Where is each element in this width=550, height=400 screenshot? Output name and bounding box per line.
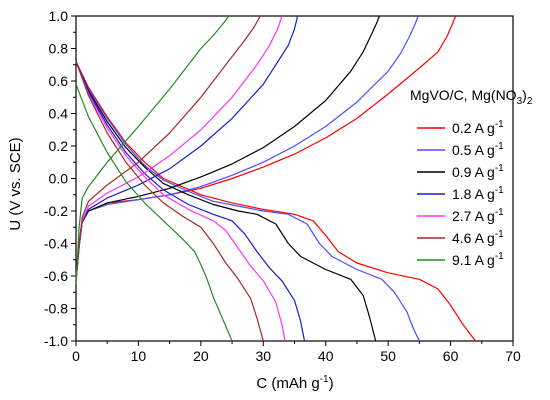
legend-label: 0.5 A g-1 [452,141,504,158]
series-0.5-charge-line [75,15,419,280]
legend-title: MgVO/C, Mg(NO3)2 [410,87,533,107]
y-axis-title: U (V vs. SCE) [7,137,24,230]
x-tick-label: 60 [443,348,459,364]
legend-label: 0.9 A g-1 [452,163,504,180]
legend-label: 9.1 A g-1 [452,251,504,268]
legend-label: 1.8 A g-1 [452,185,504,202]
legend-label: 4.6 A g-1 [452,229,504,246]
series-1.8-charge-line [75,15,299,281]
y-tick-label: -0.8 [44,301,68,317]
series-9.1-charge-line [75,15,230,285]
y-tick-label: 0.0 [49,171,69,187]
series-0.2-discharge-line [75,61,476,342]
series-4.6-charge-line [75,15,261,283]
x-tick-label: 20 [193,348,209,364]
legend-label: 0.2 A g-1 [452,119,504,136]
x-tick-label: 50 [380,348,396,364]
y-tick-label: 1.0 [49,8,69,24]
y-tick-label: 0.8 [49,41,69,57]
series-2.7-discharge-line [75,61,286,342]
y-tick-label: 0.6 [49,73,69,89]
axes-layer: 0 10 20 30 40 50 60 70 -1.0 -0.8 -0.6 -0.4 -0.2 0.0 0.… [44,8,521,364]
series-9.1-discharge-line [75,84,233,342]
y-tick-label: -0.6 [44,268,68,284]
y-tick-label: -0.4 [44,236,68,252]
series-0.9-discharge-line [75,61,377,342]
series-2.7-charge-line [75,15,283,281]
series-1.8-discharge-line [75,61,306,342]
x-axis-title: C (mAh g-1) [256,374,333,392]
x-tick-label: 10 [131,348,147,364]
y-tick-label: 0.2 [49,138,69,154]
legend-label: 2.7 A g-1 [452,207,504,224]
series-layer [75,15,476,342]
y-tick-label: -0.2 [44,203,68,219]
series-4.6-discharge-line [75,61,264,342]
plot-frame [75,15,514,342]
legend: 0.2 A g-1 0.5 A g-1 0.9 A g-1 1.8 A g-1 2.7 … [417,119,504,268]
y-tick-label: -1.0 [44,333,68,349]
x-tick-label: 40 [318,348,334,364]
x-tick-label: 30 [255,348,271,364]
x-tick-label: 0 [72,348,80,364]
x-tick-label: 70 [505,348,521,364]
series-0.5-discharge-line [75,61,420,342]
y-tick-label: 0.4 [49,106,69,122]
